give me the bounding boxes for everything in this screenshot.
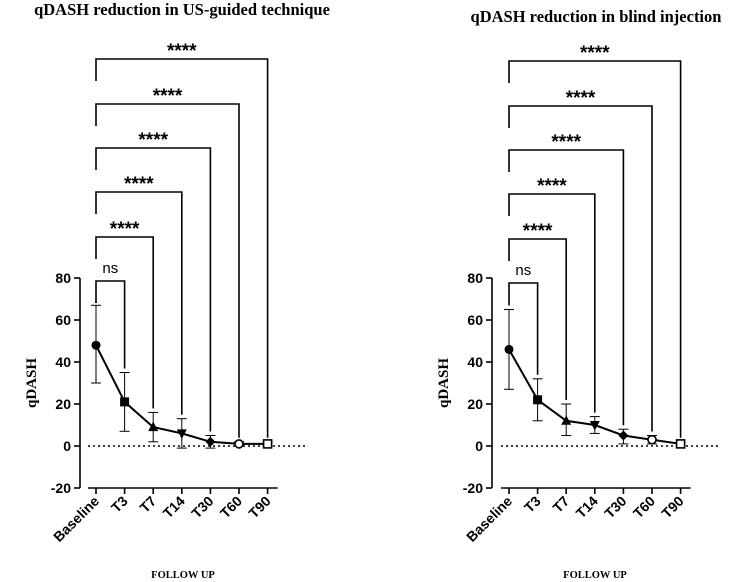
significance-bracket [95,280,126,369]
y-tick-label: 20 [467,396,483,412]
y-tick-label: 40 [467,354,483,370]
significance-label: **** [537,176,567,197]
significance-label: **** [110,219,140,240]
significance-bracket [95,103,240,438]
y-tick-label: 60 [55,312,71,328]
data-point [589,421,600,431]
x-tick-label: T30 [188,493,217,522]
significance-label: **** [167,41,197,62]
significance-bracket [508,238,567,400]
chart-us-guided: qDASH reduction in US-guided technique -2… [24,0,330,581]
x-tick-label: Baseline [463,493,515,545]
significance-label: **** [580,43,610,64]
data-point [205,436,216,447]
y-tick-label: 0 [63,438,71,454]
data-point [234,439,244,449]
x-tick-label: T7 [549,493,572,516]
y-tick-label: 40 [55,354,71,370]
chart-title: qDASH reduction in US-guided technique [34,0,330,19]
x-tick-label: T60 [217,493,246,522]
significance-label: ns [515,262,531,279]
significance-label: **** [551,132,581,153]
data-point [675,439,686,449]
x-tick-label: T60 [630,493,659,522]
x-axis-label: FOLLOW UP [563,570,627,581]
data-point [120,397,130,407]
significance-bracket [95,236,154,409]
x-tick-label: T30 [601,493,630,522]
significance-label: **** [566,88,596,109]
data-point [618,430,629,441]
significance-bracket [508,282,539,375]
y-tick-label: 80 [467,270,483,286]
data-point [148,421,159,432]
chart-blind-injection: qDASH reduction in blind injection -20 0 20… [436,7,721,581]
x-tick-label: T7 [136,493,159,516]
data-point [91,340,101,350]
significance-bracket [95,191,183,415]
significance-bracket [508,105,653,432]
y-tick-label: 60 [467,312,483,328]
x-tick-label: T3 [521,493,544,516]
x-tick-label: T90 [658,493,687,522]
x-tick-label: Baseline [50,493,102,545]
x-tick-label: T14 [573,493,602,522]
significance-label: ns [102,260,118,277]
y-axis-label: qDASH [24,358,40,408]
significance-bracket [508,60,682,438]
x-tick-label: T3 [108,493,131,516]
significance-label: **** [523,221,553,242]
data-point [176,429,187,439]
data-point [262,439,273,449]
y-tick-label: -20 [51,480,71,496]
data-point [561,415,572,425]
x-tick-label: T90 [245,493,274,522]
significance-bracket [508,193,596,413]
y-axis-label: qDASH [436,358,452,408]
y-tick-label: 0 [475,438,483,454]
significance-bracket [95,58,269,438]
data-point [647,434,657,445]
y-tick-label: 80 [55,270,71,286]
data-point [533,395,543,405]
significance-label: **** [138,130,168,151]
x-axis-label: FOLLOW UP [151,570,215,581]
x-tick-label: T14 [160,493,189,522]
significance-label: **** [124,174,154,195]
y-tick-label: -20 [463,480,483,496]
significance-label: **** [153,86,183,107]
y-tick-label: 20 [55,396,71,412]
chart-title: qDASH reduction in blind injection [471,7,722,26]
significance-bracket [95,147,212,432]
significance-bracket [508,149,625,426]
data-point [504,344,514,354]
